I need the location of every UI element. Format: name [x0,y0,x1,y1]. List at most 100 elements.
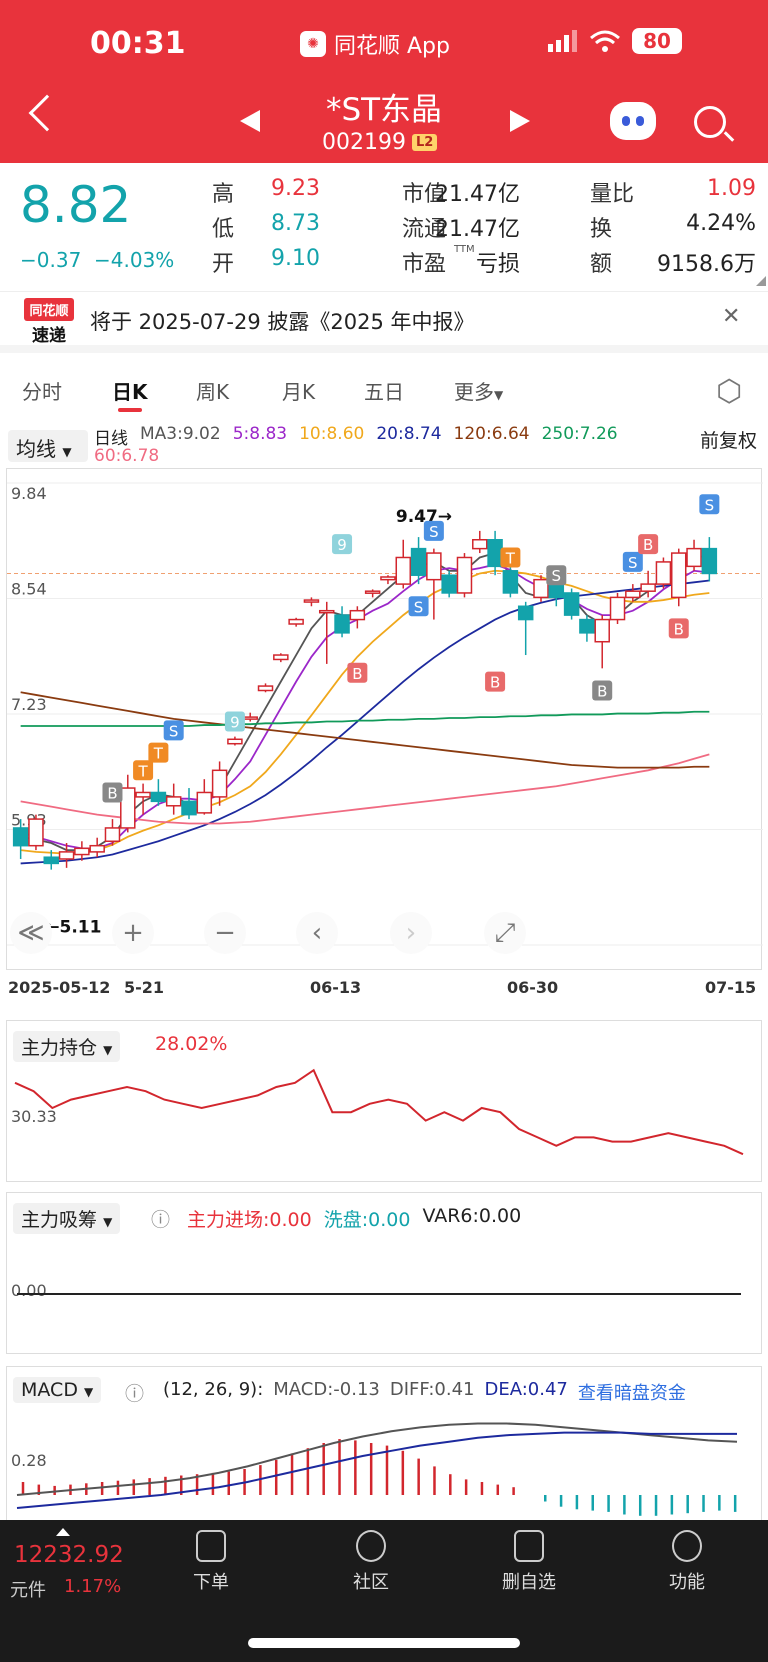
settings-hex-icon[interactable]: ⬡ [716,374,743,409]
help-icon[interactable]: ⓘ [151,1209,171,1231]
candle[interactable] [303,597,320,607]
candle[interactable] [686,539,702,571]
candle[interactable] [28,814,44,851]
candle[interactable] [288,617,304,627]
tab-five-day[interactable]: 五日 [364,380,404,404]
candle[interactable] [364,589,381,598]
candle[interactable] [701,537,718,582]
scroll-right-button[interactable]: › [390,912,432,954]
candle[interactable] [533,575,549,602]
signal-badge[interactable]: B [102,782,123,803]
next-stock-icon[interactable] [510,110,530,132]
signal-badge[interactable]: S [423,520,444,541]
candle[interactable] [120,774,136,833]
candle[interactable] [395,539,412,589]
candle[interactable] [609,592,626,624]
candle[interactable] [655,557,672,589]
candle[interactable] [211,761,228,806]
assistant-robot-icon[interactable] [610,102,656,140]
signal-badge[interactable]: B [347,662,368,683]
candle[interactable] [89,837,105,858]
candle[interactable] [502,561,519,598]
signal-badge[interactable]: S [622,551,643,572]
candle[interactable] [579,615,595,642]
back-icon[interactable] [28,94,66,132]
ma-select[interactable]: 均线 ▼ [8,430,88,462]
close-icon[interactable]: ✕ [722,304,741,329]
candle[interactable] [334,606,350,638]
index-value[interactable]: 12232.92 [14,1542,124,1568]
prev-stock-icon[interactable] [240,110,260,132]
collapse-button[interactable]: ≪ [10,912,52,954]
candle[interactable] [165,783,182,815]
signal-badge[interactable]: 9 [224,711,245,732]
candle[interactable] [181,788,197,820]
nav-remove-watchlist[interactable]: 删自选 [474,1530,584,1594]
signal-badge[interactable]: B [668,618,689,639]
candle[interactable] [12,819,29,859]
help-icon[interactable]: ⓘ [125,1383,145,1405]
zlxc-select[interactable]: 主力吸筹 ▼ [13,1203,121,1234]
tab-daily-k[interactable]: 日K [112,380,148,404]
candle[interactable] [135,783,151,815]
candle[interactable] [196,779,213,815]
signal-badge[interactable]: S [163,720,184,740]
zlcc-select[interactable]: 主力持仓 ▼ [13,1031,121,1062]
zoom-in-button[interactable]: + [112,912,154,954]
candle[interactable] [257,683,274,693]
tab-monthly-k[interactable]: 月K [282,380,316,404]
candle[interactable] [441,570,457,598]
candle[interactable] [640,570,656,598]
signal-badge[interactable]: B [638,534,659,555]
signal-badge[interactable]: S [408,596,429,617]
candle[interactable] [43,850,60,870]
candle[interactable] [487,530,503,576]
nav-order[interactable]: 下单 [156,1530,266,1594]
candle[interactable] [227,736,243,746]
candle[interactable] [426,548,442,620]
tab-intraday[interactable]: 分时 [22,380,62,404]
macd-panel[interactable]: MACD ▼ ⓘ (12, 26, 9): MACD:-0.13 DIFF:0.… [6,1366,762,1520]
tab-weekly-k[interactable]: 周K [196,380,230,404]
candle[interactable] [517,601,534,656]
notice-banner[interactable] [0,291,768,353]
status-app[interactable]: ✺ 同花顺 App [300,28,450,60]
signal-badge[interactable]: B [485,671,506,692]
signal-badge[interactable]: 9 [332,534,353,555]
candle[interactable] [318,601,335,664]
candle[interactable] [349,606,366,629]
candle[interactable] [150,779,167,806]
nav-functions[interactable]: 功能 [632,1530,742,1594]
home-indicator[interactable] [248,1638,520,1648]
kline-panel[interactable]: 9.848.547.235.934.639.47→←5.11BTTS99SSBB… [6,468,763,971]
candle[interactable] [456,553,473,598]
zoom-out-button[interactable]: − [204,912,246,954]
zlcc-panel[interactable]: 主力持仓 ▼ 28.02% 30.33 [6,1020,762,1182]
signal-badge[interactable]: T [500,547,521,568]
candle[interactable] [594,615,610,669]
signal-badge[interactable]: S [546,565,567,586]
signal-badge[interactable]: S [699,494,720,515]
candle[interactable] [563,588,580,620]
signal-badge[interactable]: B [592,680,613,701]
candle[interactable] [472,530,488,554]
zlxc-panel[interactable]: 主力吸筹 ▼ ⓘ 主力进场:0.00 洗盘:0.00 VAR6:0.00 0.00 [6,1192,762,1354]
signal-badge[interactable]: T [133,760,154,781]
candle[interactable] [625,584,641,602]
notice-text[interactable]: 将于 2025-07-29 披露《2025 年中报》 [90,310,475,334]
candle[interactable] [273,653,289,663]
candle[interactable] [670,548,687,607]
candle[interactable] [104,819,121,846]
scroll-left-button[interactable]: ‹ [296,912,338,954]
candle[interactable] [58,843,75,868]
dark-fund-link[interactable]: 查看暗盘资金 [577,1383,686,1404]
kline-chart[interactable]: 9.848.547.235.934.639.47→←5.11BTTS99SSBB… [7,469,763,971]
nav-community[interactable]: 社区 [316,1530,426,1594]
signal-badge[interactable]: T [148,742,169,763]
adjust-button[interactable]: 前复权 [700,430,758,452]
search-icon[interactable] [694,106,726,138]
candle[interactable] [410,537,427,585]
candle[interactable] [380,575,396,585]
candle[interactable] [74,841,90,861]
tab-more[interactable]: 更多▼ [454,376,503,405]
